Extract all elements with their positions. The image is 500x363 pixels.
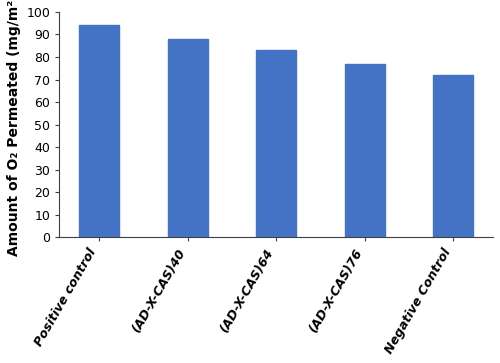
Bar [345, 64, 385, 237]
Bar [256, 50, 296, 237]
Bar [434, 75, 474, 237]
Y-axis label: Amount of O₂ Permeated (mg/m²): Amount of O₂ Permeated (mg/m²) [7, 0, 21, 256]
Bar [168, 39, 207, 237]
Bar [79, 25, 119, 237]
